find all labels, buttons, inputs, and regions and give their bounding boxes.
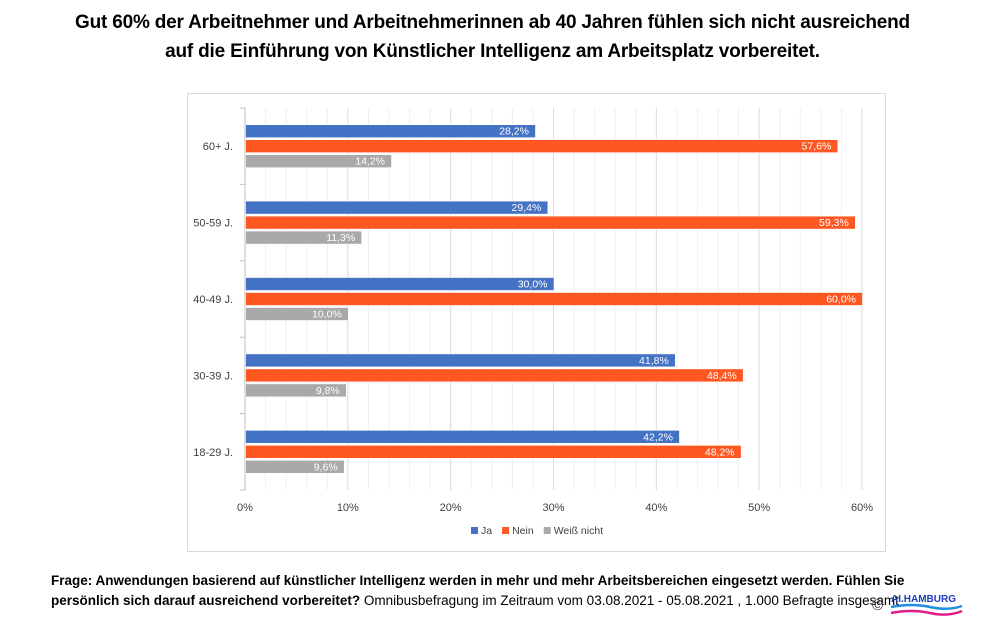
bar-weiß-nicht <box>245 230 363 245</box>
category-label: 60+ J. <box>203 141 233 153</box>
x-tick-label: 60% <box>851 502 873 514</box>
data-labels: 28,2% 57,6% 14,2% 29,4% 59,3% 11,3% 30,0% 60,0%… <box>312 126 856 474</box>
legend-label: Weiß nicht <box>554 525 603 537</box>
data-label: 30,0% <box>518 279 548 291</box>
bar-ja <box>245 200 549 215</box>
category-label: 50-59 J. <box>193 218 233 230</box>
x-tick-label: 30% <box>542 502 564 514</box>
bar-nein <box>245 444 742 459</box>
data-label: 48,4% <box>707 370 737 382</box>
title-line-1: Gut 60% der Arbeitnehmer und Arbeitnehme… <box>75 12 910 33</box>
bar-nein <box>245 139 839 153</box>
legend-swatch-ja <box>471 527 478 534</box>
survey-question: Frage: Anwendungen basierend auf künstli… <box>51 573 905 608</box>
data-label: 60,0% <box>826 294 856 306</box>
bar-weiß-nicht <box>245 383 347 398</box>
legend-label: Ja <box>481 525 492 537</box>
logo-text: AI.HAMBURG <box>891 594 956 605</box>
legend-swatch-weiß-nicht <box>543 527 551 534</box>
data-label: 29,4% <box>512 202 542 214</box>
bar-ja <box>245 429 680 444</box>
x-tick-labels: 0% 10% 20% 30% 40% 50% 60% <box>237 502 873 514</box>
x-tick-label: 20% <box>440 502 462 514</box>
data-label: 9,6% <box>314 461 338 473</box>
data-label: 10,0% <box>312 309 342 321</box>
title-line-2: auf die Einführung von Künstlicher Intel… <box>165 41 820 62</box>
legend-label: Nein <box>512 525 534 537</box>
ai-hamburg-logo: AI.HAMBURG <box>890 594 963 616</box>
x-tick-label: 40% <box>645 502 667 514</box>
x-tick-label: 10% <box>337 502 359 514</box>
data-label: 42,2% <box>643 431 673 443</box>
bar-nein <box>245 292 863 306</box>
data-label: 48,2% <box>705 446 735 458</box>
copyright-symbol: © <box>872 597 884 614</box>
bar-weiß-nicht <box>245 154 392 168</box>
data-label: 28,2% <box>499 126 529 138</box>
data-label: 41,8% <box>639 355 669 367</box>
data-label: 9,8% <box>316 385 340 397</box>
legend: Ja Nein Weiß nicht <box>471 525 603 537</box>
bar-nein <box>245 368 744 383</box>
data-label: 59,3% <box>819 217 849 229</box>
bar-weiß-nicht <box>245 459 345 474</box>
legend-swatch-nein <box>502 527 510 534</box>
category-axis <box>240 107 246 491</box>
category-label: 40-49 J. <box>193 294 233 306</box>
category-label: 18-29 J. <box>193 447 233 459</box>
footer-note: Frage: Anwendungen basierend auf künstli… <box>51 571 951 611</box>
bar-nein <box>245 215 856 230</box>
data-label: 14,2% <box>355 156 385 168</box>
bar-ja <box>245 353 676 368</box>
survey-info: Omnibusbefragung im Zeitraum vom 03.08.2… <box>360 593 899 608</box>
bars <box>245 124 863 474</box>
bar-ja <box>245 277 555 291</box>
logo-wave-blue <box>890 603 963 610</box>
x-tick-label: 0% <box>237 502 253 514</box>
category-labels: 60+ J. 50-59 J. 40-49 J. 30-39 J. 18-29 J. <box>193 141 233 459</box>
bar-ja <box>245 124 536 138</box>
logo-wave-pink <box>890 609 963 616</box>
chart-title: Gut 60% der Arbeitnehmer und Arbeitnehme… <box>0 8 985 66</box>
x-tick-label: 50% <box>748 502 770 514</box>
category-label: 30-39 J. <box>193 370 233 382</box>
bar-weiß-nicht <box>245 307 349 321</box>
data-label: 57,6% <box>802 141 832 153</box>
chart-frame <box>187 93 886 552</box>
data-label: 11,3% <box>326 232 355 244</box>
